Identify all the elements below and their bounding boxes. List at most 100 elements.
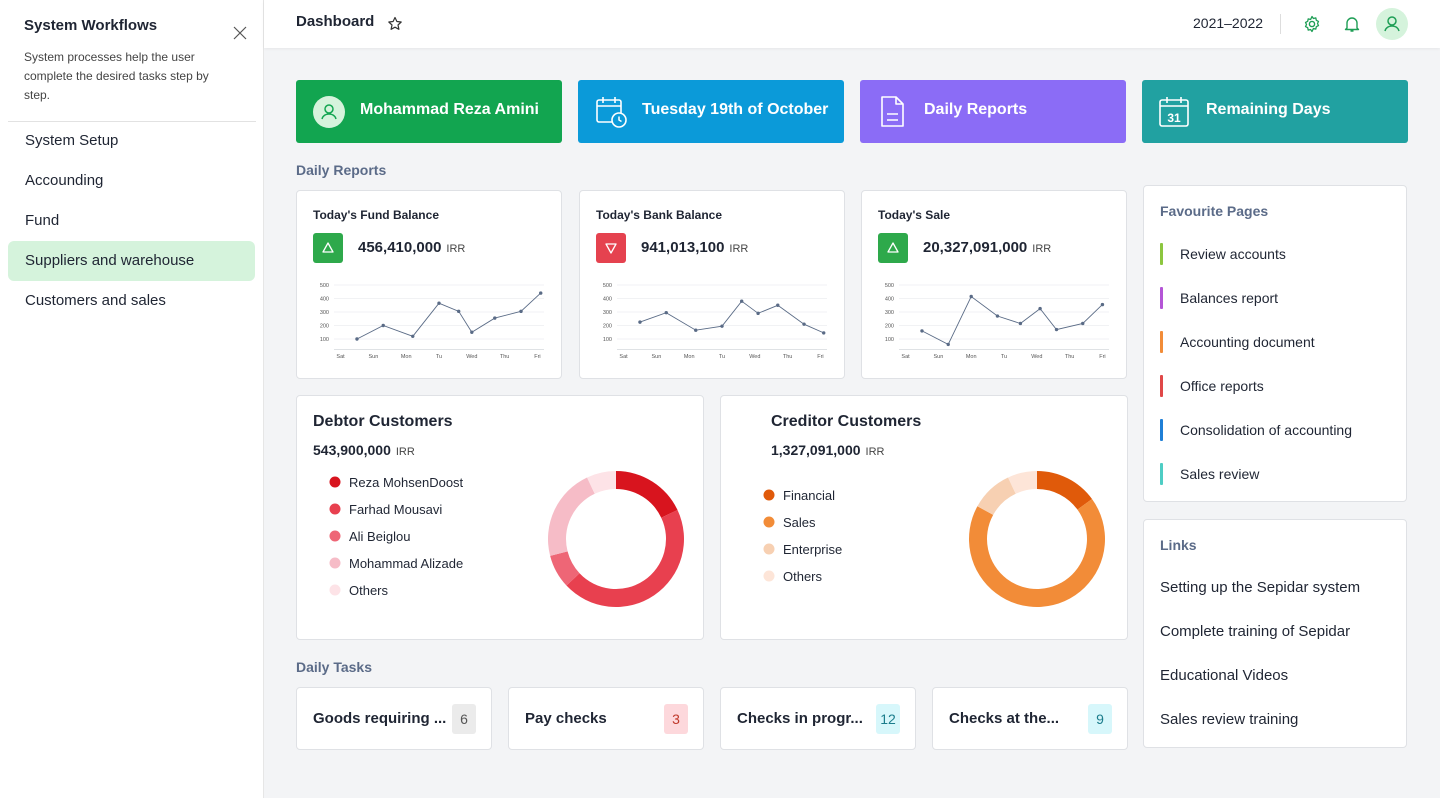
donut-segment bbox=[566, 510, 685, 608]
donut-chart bbox=[968, 471, 1105, 608]
legend-item: Farhad Mousavi bbox=[329, 502, 442, 517]
point bbox=[1054, 327, 1059, 332]
y-tick-label: 300 bbox=[320, 310, 329, 316]
favourite-item[interactable]: Sales review bbox=[1160, 463, 1259, 485]
section-title: Daily Reports bbox=[296, 162, 387, 178]
sidebar: System Workflows System processes help t… bbox=[0, 0, 264, 798]
task-count: 9 bbox=[1088, 704, 1112, 734]
x-tick-label: Mon bbox=[684, 354, 695, 360]
task-card[interactable]: Checks at the... 9 bbox=[932, 687, 1128, 750]
task-card[interactable]: Checks in progr... 12 bbox=[720, 687, 916, 750]
x-tick-label: Mon bbox=[401, 354, 412, 360]
unit: IRR bbox=[446, 243, 466, 255]
total-text: 456,410,000 bbox=[358, 239, 442, 256]
links-title: Links bbox=[1160, 537, 1197, 553]
swatch bbox=[329, 503, 341, 515]
trend-icon bbox=[322, 242, 334, 253]
y-tick-label: 500 bbox=[603, 283, 612, 289]
reports-card[interactable]: Daily Reports bbox=[860, 80, 1126, 143]
x-tick-label: Tu bbox=[719, 354, 725, 360]
favourite-item[interactable]: Balances report bbox=[1160, 287, 1278, 309]
menu-item[interactable]: System Setup bbox=[25, 132, 119, 149]
menu-item[interactable]: Customers and sales bbox=[25, 292, 166, 309]
legend-swatch bbox=[763, 543, 775, 555]
date-card[interactable]: Tuesday 19th of October bbox=[578, 80, 844, 143]
menu-item[interactable]: Fund bbox=[25, 212, 60, 229]
favourite-label: Balances report bbox=[1180, 290, 1279, 306]
favourite-item[interactable]: Office reports bbox=[1160, 375, 1264, 397]
donut-card: Creditor Customers 1,327,091,000 IRR Financ… bbox=[720, 395, 1128, 640]
point bbox=[739, 299, 744, 303]
x-tick-label: Mon bbox=[966, 354, 977, 360]
x-tick-label: Thu bbox=[783, 354, 792, 360]
report-card: 100 200 300 400 500 Sat Sun Mon Tu Wed Thu Fri Today… bbox=[579, 190, 845, 379]
link-item[interactable]: Complete training of Sepidar bbox=[1160, 623, 1351, 640]
task-count: 12 bbox=[876, 704, 900, 734]
calendar-icon: 31 bbox=[1159, 97, 1189, 127]
y-tick-label: 400 bbox=[603, 297, 612, 303]
y-tick-label: 100 bbox=[320, 337, 329, 343]
legend-label: Farhad Mousavi bbox=[349, 502, 443, 517]
trend-arrow bbox=[605, 243, 617, 254]
task-card[interactable]: Pay checks 3 bbox=[508, 687, 704, 750]
card-title: Today's Bank Balance bbox=[596, 208, 723, 222]
legend-item: Reza MohsenDoost bbox=[329, 475, 463, 490]
point bbox=[437, 301, 441, 305]
donut-segment bbox=[968, 499, 1105, 608]
unit: IRR bbox=[865, 446, 885, 458]
donut-segment bbox=[977, 477, 1016, 515]
favourite-item[interactable]: Review accounts bbox=[1160, 243, 1286, 265]
legend-swatch bbox=[329, 557, 341, 569]
legend-swatch bbox=[329, 584, 341, 596]
user-card[interactable]: Mohammad Reza Amini bbox=[296, 80, 562, 143]
task-card[interactable]: Goods requiring ... 6 bbox=[296, 687, 492, 750]
total-value: 456,410,000 IRR bbox=[358, 239, 465, 256]
menu-item[interactable]: Accounding bbox=[25, 172, 104, 189]
legend-label: Others bbox=[783, 569, 823, 584]
legend-swatch bbox=[329, 530, 341, 542]
divider bbox=[1280, 14, 1281, 34]
trend-icon bbox=[605, 243, 617, 254]
total-value: 543,900,000 IRR bbox=[313, 442, 415, 458]
trend-indicator bbox=[313, 233, 343, 263]
legend-item: Others bbox=[763, 569, 822, 584]
task-label: Checks in progr... bbox=[737, 710, 863, 727]
close-button[interactable] bbox=[233, 26, 247, 40]
y-tick-label: 300 bbox=[603, 310, 612, 316]
color-bar bbox=[1160, 463, 1163, 485]
unit: IRR bbox=[395, 446, 415, 458]
task-count: 6 bbox=[452, 704, 476, 734]
user-icon bbox=[313, 96, 345, 128]
link-item[interactable]: Setting up the Sepidar system bbox=[1160, 579, 1361, 596]
favourite-item[interactable]: Accounting document bbox=[1160, 331, 1315, 353]
remaining-days-card[interactable]: 31 Remaining Days bbox=[1142, 80, 1408, 143]
x-tick-label: Fri bbox=[1099, 354, 1105, 360]
fiscal-period[interactable]: 2021–2022 bbox=[1193, 15, 1264, 31]
card-title: Creditor Customers bbox=[771, 413, 922, 430]
point bbox=[539, 291, 543, 295]
point bbox=[381, 323, 385, 328]
favourite-item[interactable]: Consolidation of accounting bbox=[1160, 419, 1352, 441]
trend-indicator bbox=[878, 233, 908, 263]
user-avatar[interactable] bbox=[1376, 8, 1408, 40]
settings-icon[interactable] bbox=[1303, 15, 1321, 33]
notifications-icon[interactable] bbox=[1343, 15, 1361, 33]
card-title: Debtor Customers bbox=[313, 413, 453, 430]
legend-item: Ali Beiglou bbox=[329, 529, 410, 544]
legend-label: Financial bbox=[783, 488, 836, 503]
point bbox=[411, 334, 415, 338]
favourite-label: Sales review bbox=[1180, 466, 1260, 482]
legend-swatch bbox=[763, 489, 775, 501]
menu-item[interactable]: Suppliers and warehouse bbox=[8, 241, 255, 281]
x-tick-label: Thu bbox=[1065, 354, 1074, 360]
total-value: 1,327,091,000 IRR bbox=[771, 442, 884, 458]
y-tick-label: 500 bbox=[320, 283, 329, 289]
x-tick-label: Wed bbox=[749, 354, 760, 360]
favourite-star[interactable] bbox=[387, 16, 403, 32]
x-tick-label: Thu bbox=[500, 354, 509, 360]
link-item[interactable]: Sales review training bbox=[1160, 711, 1299, 728]
point bbox=[1100, 302, 1105, 307]
page-title: Dashboard bbox=[296, 13, 375, 30]
link-item[interactable]: Educational Videos bbox=[1160, 667, 1289, 684]
total-text: 941,013,100 bbox=[641, 239, 725, 256]
